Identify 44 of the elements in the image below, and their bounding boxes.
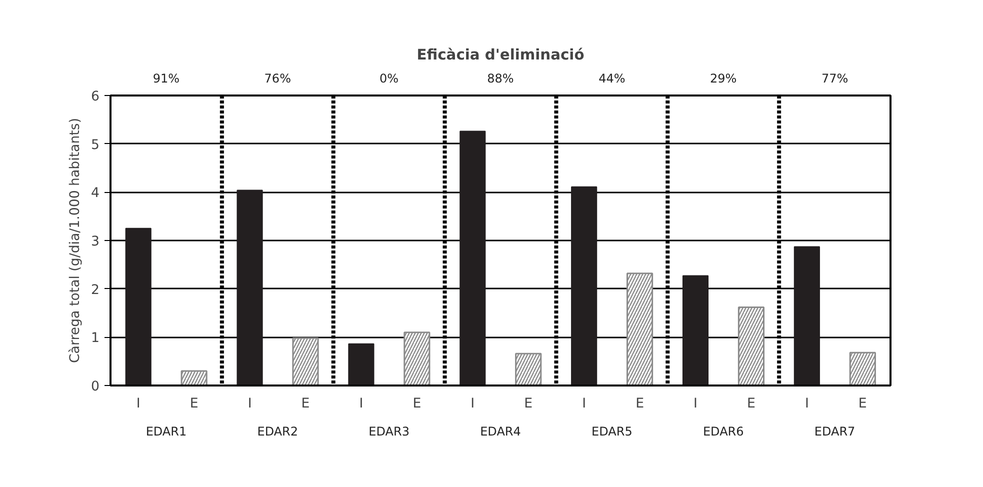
y-tick-label: 0 [91, 380, 100, 394]
x-tick-label: I [582, 396, 586, 412]
text: 76% [264, 72, 291, 86]
x-tick-label: E [412, 396, 422, 412]
chart-title: Eficàcia d'eliminació [416, 46, 584, 64]
x-tick-label: I [470, 396, 475, 412]
x-tick-label: I [359, 396, 364, 412]
bar [682, 275, 709, 386]
x-tick-label: E [636, 396, 644, 412]
text: EDAR3 [368, 424, 410, 438]
text: EDAR1 [146, 424, 187, 438]
x-tick-label: I [694, 396, 698, 412]
text: 77% [821, 72, 848, 86]
text: EDAR7 [814, 424, 856, 438]
y-tick-label: 1 [91, 331, 100, 346]
y-tick-label: 4 [91, 186, 100, 202]
bar [794, 246, 820, 386]
text: EDAR5 [592, 424, 632, 438]
text: EDAR2 [257, 424, 298, 438]
bar [236, 190, 263, 386]
y-axis-title: Càrrega total (g/dia/1.000 habitants) [68, 118, 84, 364]
x-tick-label: I [248, 396, 252, 412]
text: EDAR4 [480, 424, 521, 438]
y-tick-label: 5 [91, 138, 100, 153]
text: 91% [152, 72, 180, 86]
bar [348, 343, 374, 386]
y-tick-label: 3 [91, 234, 100, 250]
x-tick-label: E [190, 396, 198, 412]
x-tick-label: E [524, 396, 533, 412]
bar [571, 186, 598, 386]
x-tick-label: E [858, 396, 867, 412]
x-tick-label: I [136, 396, 140, 412]
x-tick-label: I [804, 396, 809, 412]
text: EDAR6 [702, 424, 744, 438]
text: 88% [487, 72, 514, 86]
text: 44% [598, 72, 626, 86]
x-tick-label: E [747, 396, 756, 412]
y-tick-label: 2 [91, 282, 100, 298]
y-tick-label: 6 [91, 90, 100, 104]
bar [125, 228, 152, 386]
bar [460, 130, 486, 386]
text: 0% [380, 72, 399, 86]
text: 29% [710, 72, 737, 86]
x-tick-label: E [301, 396, 310, 412]
